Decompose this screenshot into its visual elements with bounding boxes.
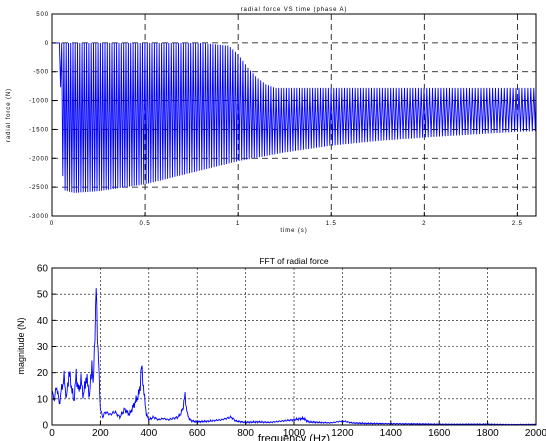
radial-force-y-tick-label: 0 xyxy=(45,41,49,47)
fft-x-tick-label: 600 xyxy=(189,428,206,439)
radial-force-chart: 0 0.5 1 1.5 2 2.5 500 0 -500 -1000 -1500 -2000 -2500… xyxy=(6,7,537,234)
fft-series xyxy=(51,287,537,426)
fft-y-tick-label: 10 xyxy=(37,394,49,405)
fft-x-tick-label: 400 xyxy=(140,428,157,439)
radial-force-x-tick-label: 1 xyxy=(236,221,240,227)
radial-force-series xyxy=(52,42,537,193)
fft-y-tick-label: 60 xyxy=(37,264,49,275)
fft-x-tick-label: 1800 xyxy=(476,428,499,439)
fft-y-tick-label: 50 xyxy=(37,290,49,301)
radial-force-x-tick-label: 2 xyxy=(422,221,426,227)
fft-grid xyxy=(52,268,536,425)
radial-force-y-tick-label: -2500 xyxy=(29,185,49,191)
fft-x-tick-label: 1400 xyxy=(380,428,403,439)
fft-x-tick-label: 800 xyxy=(237,428,254,439)
radial-force-x-tick-label: 0.5 xyxy=(140,221,151,227)
fft-chart: 0 200 400 600 800 1000 1200 1400 1600 1800 2000 0 10… xyxy=(16,256,546,441)
fft-magnitude-line xyxy=(51,287,537,426)
radial-force-x-tick-label: 0 xyxy=(50,221,54,227)
radial-force-chart-title: radial force VS time (phase A) xyxy=(241,7,348,13)
radial-force-y-tick-label: -500 xyxy=(33,70,49,76)
fft-x-tick-label: 2000 xyxy=(525,428,546,439)
fft-x-tick-label: 1000 xyxy=(283,428,306,439)
radial-force-plot-frame xyxy=(51,13,537,217)
fft-y-tick-label: 0 xyxy=(42,421,48,432)
fft-x-tick-label: 200 xyxy=(92,428,109,439)
radial-force-ticks: 0 0.5 1 1.5 2 2.5 500 0 -500 -1000 -1500 -2000 -2500… xyxy=(29,12,523,227)
radial-force-y-tick-label: -1500 xyxy=(29,127,49,133)
fft-x-tick-label: 1600 xyxy=(428,428,451,439)
radial-force-x-tick-label: 2.5 xyxy=(512,221,523,227)
fft-y-tick-label: 20 xyxy=(37,368,49,379)
radial-force-x-axis-label: time (s) xyxy=(280,228,307,234)
fft-y-tick-label: 40 xyxy=(37,316,49,327)
radial-force-y-tick-label: -1000 xyxy=(29,99,49,105)
fft-y-axis-label: magnitude (N) xyxy=(16,317,26,374)
fft-x-axis-label: frequency (Hz) xyxy=(258,433,330,441)
radial-force-line xyxy=(52,42,537,193)
fft-ticks: 0 200 400 600 800 1000 1200 1400 1600 1800 2000 0 10… xyxy=(37,264,546,440)
fft-chart-title: FFT of radial force xyxy=(259,256,329,266)
radial-force-y-tick-label: -3000 xyxy=(29,214,49,220)
fft-y-tick-label: 30 xyxy=(37,342,49,353)
radial-force-y-tick-label: -2000 xyxy=(29,156,49,162)
radial-force-x-tick-label: 1.5 xyxy=(326,221,337,227)
fft-x-tick-label: 0 xyxy=(49,428,55,439)
radial-force-y-tick-label: 500 xyxy=(36,12,49,18)
fft-x-tick-label: 1200 xyxy=(331,428,354,439)
radial-force-y-axis-label: radial force (N) xyxy=(6,88,12,142)
